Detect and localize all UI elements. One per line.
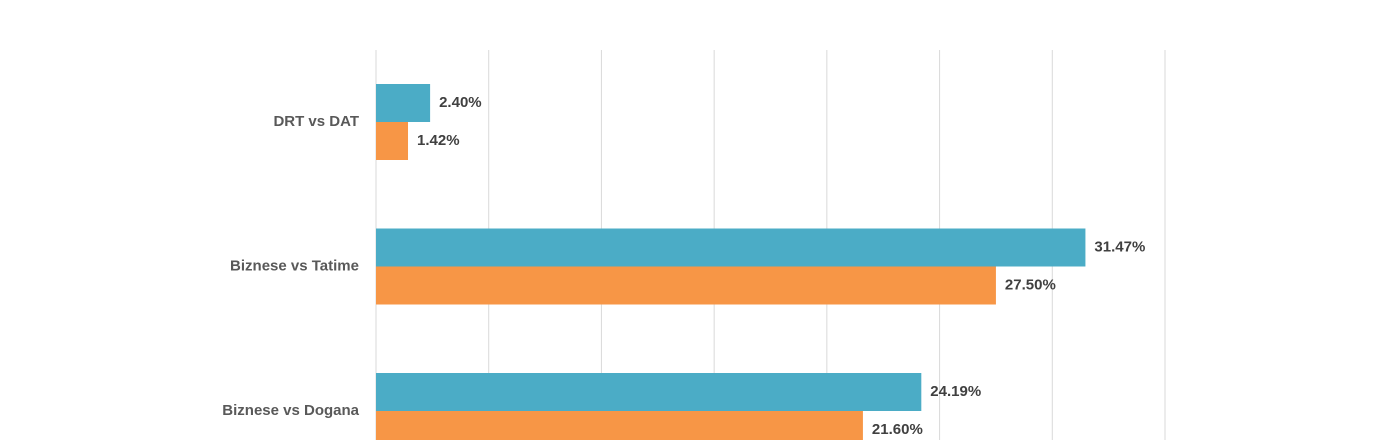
bar [376,122,409,160]
bar [376,373,922,411]
value-label: 24.19% [930,383,981,400]
value-label: 21.60% [872,421,923,438]
value-label: 2.40% [439,94,482,111]
bar [376,228,1086,267]
bar [376,266,996,305]
category-label: Biznese vs Tatime [230,257,359,274]
bar [376,84,431,122]
value-label: 1.42% [417,132,460,149]
value-label: 27.50% [1005,276,1056,293]
bar [376,411,863,440]
category-label: Biznese vs Dogana [222,402,359,419]
category-label: DRT vs DAT [273,113,359,130]
value-label: 31.47% [1094,238,1145,255]
